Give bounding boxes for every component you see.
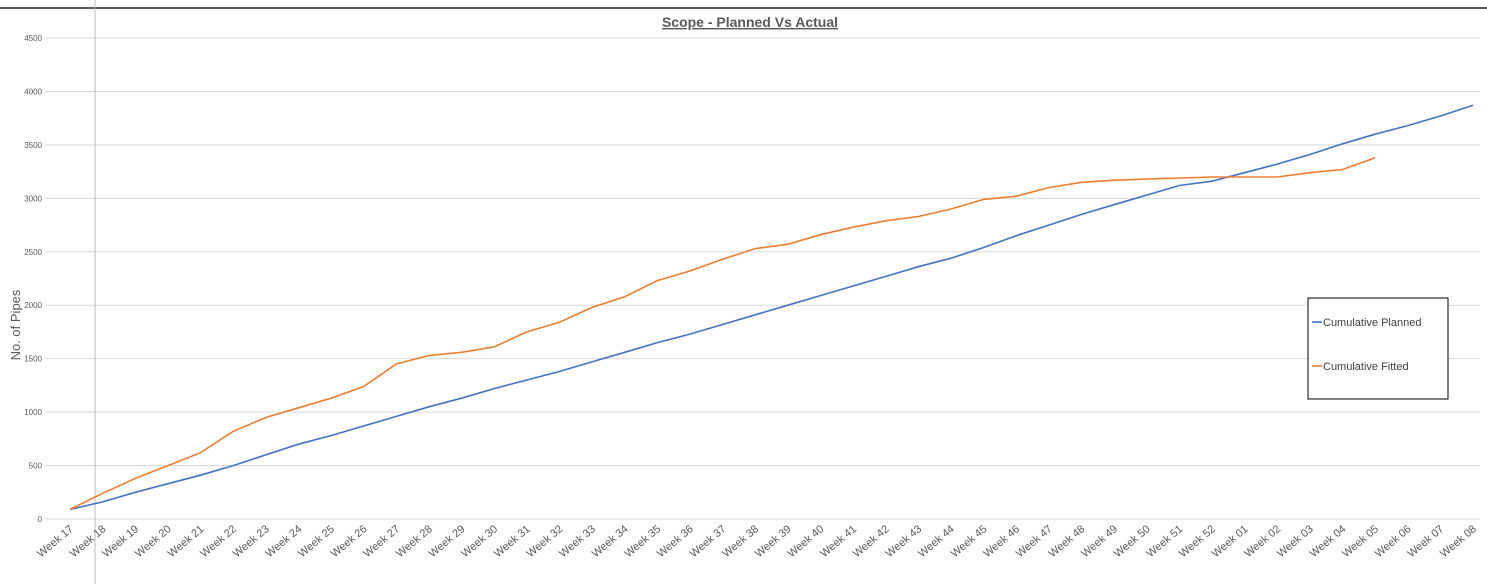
series-line xyxy=(69,104,1474,511)
x-tick-label: Week 08 xyxy=(1438,523,1479,560)
y-tick-label: 3000 xyxy=(24,194,42,203)
y-tick-label: 4000 xyxy=(24,87,42,96)
y-tick-label: 500 xyxy=(29,462,43,471)
y-tick-label: 2000 xyxy=(24,301,42,310)
y-tick-label: 2500 xyxy=(24,248,42,257)
y-tick-label: 3500 xyxy=(24,141,42,150)
legend-label: Cumulative Planned xyxy=(1323,317,1421,329)
y-tick-label: 4500 xyxy=(24,34,42,43)
y-tick-label: 1500 xyxy=(24,355,42,364)
legend-label: Cumulative Fitted xyxy=(1323,361,1409,373)
y-axis-label: No. of Pipes xyxy=(8,289,23,360)
series-line xyxy=(69,156,1376,511)
y-tick-label: 0 xyxy=(38,515,43,524)
legend: Cumulative Planned Cumulative Fitted xyxy=(1307,297,1449,400)
chart-title: Scope - Planned Vs Actual xyxy=(662,14,838,30)
legend-box xyxy=(1307,297,1449,400)
y-tick-label: 1000 xyxy=(24,408,42,417)
